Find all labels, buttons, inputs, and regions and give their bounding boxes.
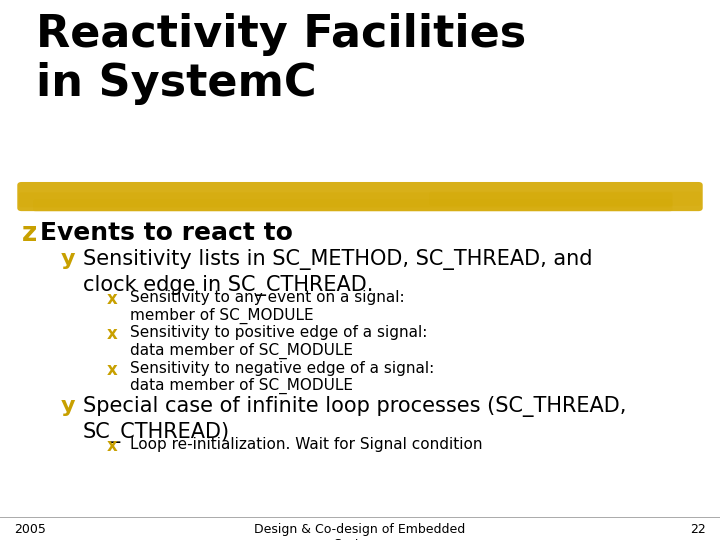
Text: y: y	[61, 249, 76, 269]
Text: data member of SC_MODULE: data member of SC_MODULE	[130, 343, 353, 359]
Text: x: x	[107, 437, 117, 455]
Text: Special case of infinite loop processes (SC_THREAD,
SC_CTHREAD): Special case of infinite loop processes …	[83, 396, 626, 443]
Text: x: x	[107, 325, 117, 343]
Text: data member of SC_MODULE: data member of SC_MODULE	[130, 378, 353, 394]
Text: Events to react to: Events to react to	[40, 221, 292, 245]
FancyBboxPatch shape	[429, 192, 701, 206]
Text: Loop re-initialization. Wait for Signal condition: Loop re-initialization. Wait for Signal …	[130, 437, 482, 452]
Text: Reactivity Facilities
in SystemC: Reactivity Facilities in SystemC	[36, 14, 526, 105]
Text: Design & Co-design of Embedded
Systems: Design & Co-design of Embedded Systems	[254, 523, 466, 540]
Text: x: x	[107, 290, 117, 308]
Text: member of SC_MODULE: member of SC_MODULE	[130, 308, 313, 324]
FancyBboxPatch shape	[17, 182, 703, 211]
Text: z: z	[22, 221, 37, 247]
FancyBboxPatch shape	[19, 192, 672, 207]
Text: 2005: 2005	[14, 523, 46, 536]
Text: y: y	[61, 396, 76, 416]
FancyBboxPatch shape	[33, 199, 672, 212]
Text: x: x	[107, 361, 117, 379]
Text: Sensitivity to any event on a signal:: Sensitivity to any event on a signal:	[130, 290, 409, 305]
Text: 22: 22	[690, 523, 706, 536]
Text: Sensitivity lists in SC_METHOD, SC_THREAD, and
clock edge in SC_CTHREAD.: Sensitivity lists in SC_METHOD, SC_THREA…	[83, 249, 593, 295]
Text: Sensitivity to positive edge of a signal:: Sensitivity to positive edge of a signal…	[130, 325, 432, 340]
Text: Sensitivity to negative edge of a signal:: Sensitivity to negative edge of a signal…	[130, 361, 438, 376]
